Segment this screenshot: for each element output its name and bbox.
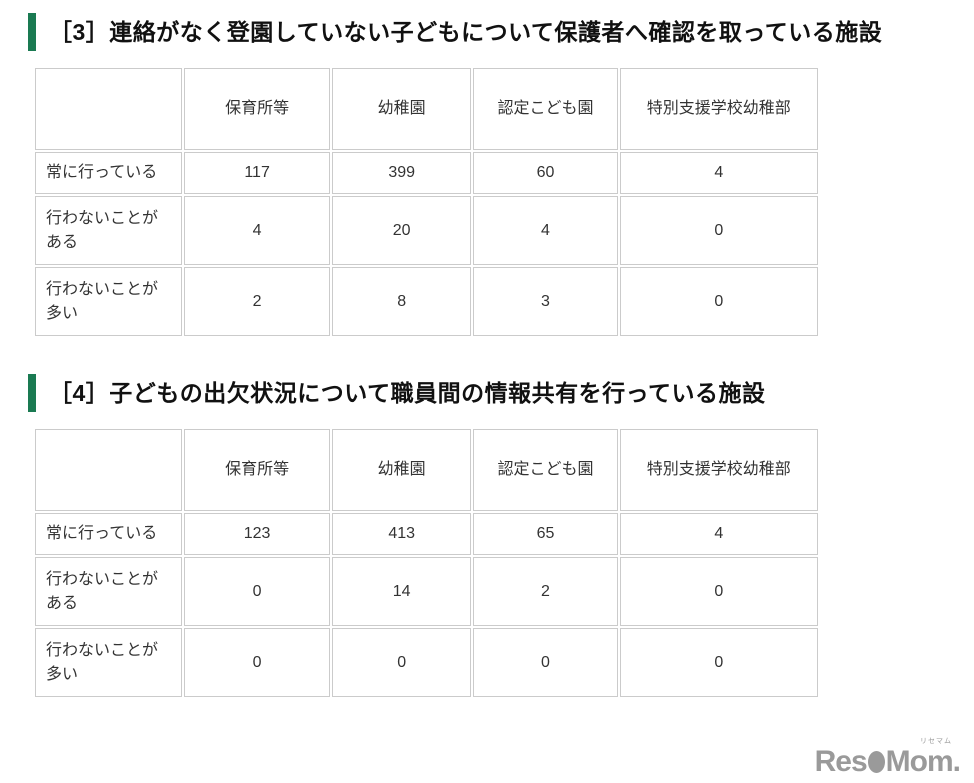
cell-value: 4	[184, 196, 330, 265]
cell-value: 20	[331, 196, 472, 265]
resemom-logo: リセマム Res Mom.	[814, 738, 961, 778]
logo-kana-text: リセマム	[920, 738, 952, 745]
row-label: 常に行っている	[35, 152, 183, 194]
row-label: 行わないことがある	[35, 557, 183, 626]
table-row: 行わないことが多い 0 0 0 0	[35, 628, 818, 697]
column-header-hoikusho: 保育所等	[184, 68, 330, 150]
table-confirmation-with-guardians: 保育所等 幼稚園 認定こども園 特別支援学校幼稚部 常に行っている 117 39…	[33, 66, 820, 338]
cell-value: 0	[473, 628, 618, 697]
table-header-row: 保育所等 幼稚園 認定こども園 特別支援学校幼稚部	[35, 429, 818, 511]
cell-value: 4	[619, 152, 818, 194]
cell-value: 14	[331, 557, 472, 626]
cell-value: 4	[619, 513, 818, 555]
cell-value: 123	[184, 513, 330, 555]
row-label: 行わないことが多い	[35, 267, 183, 336]
table-row: 常に行っている 117 399 60 4	[35, 152, 818, 194]
column-header-hoikusho: 保育所等	[184, 429, 330, 511]
cell-value: 0	[619, 196, 818, 265]
cell-value: 3	[473, 267, 618, 336]
row-label: 行わないことが多い	[35, 628, 183, 697]
cell-value: 0	[619, 557, 818, 626]
cell-value: 0	[184, 628, 330, 697]
cell-value: 0	[184, 557, 330, 626]
cell-value: 117	[184, 152, 330, 194]
cell-value: 60	[473, 152, 618, 194]
table-row: 行わないことがある 0 14 2 0	[35, 557, 818, 626]
section-heading-3-text: ［3］連絡がなく登園していない子どもについて保護者へ確認を取っている施設	[49, 19, 883, 45]
column-header-tokubetsushien: 特別支援学校幼稚部	[619, 429, 818, 511]
cell-value: 65	[473, 513, 618, 555]
cell-value: 399	[331, 152, 472, 194]
column-header-tokubetsushien: 特別支援学校幼稚部	[619, 68, 818, 150]
column-header-blank	[35, 429, 183, 511]
logo-text-mom: Mom.	[885, 745, 961, 778]
watermark-area: リセマム Res Mom.	[814, 738, 961, 778]
table-attendance-info-sharing: 保育所等 幼稚園 認定こども園 特別支援学校幼稚部 常に行っている 123 41…	[33, 427, 820, 699]
table-header-row: 保育所等 幼稚園 認定こども園 特別支援学校幼稚部	[35, 68, 818, 150]
cell-value: 0	[619, 628, 818, 697]
table-row: 行わないことがある 4 20 4 0	[35, 196, 818, 265]
row-label: 常に行っている	[35, 513, 183, 555]
section-heading-4-text: ［4］子どもの出欠状況について職員間の情報共有を行っている施設	[49, 380, 766, 406]
cell-value: 2	[184, 267, 330, 336]
section-heading-4: ［4］子どもの出欠状況について職員間の情報共有を行っている施設	[28, 374, 954, 412]
column-header-yochien: 幼稚園	[331, 429, 472, 511]
cell-value: 8	[331, 267, 472, 336]
column-header-yochien: 幼稚園	[331, 68, 472, 150]
cell-value: 0	[331, 628, 472, 697]
row-label: 行わないことがある	[35, 196, 183, 265]
column-header-kodomoen: 認定こども園	[473, 429, 618, 511]
cell-value: 2	[473, 557, 618, 626]
column-header-blank	[35, 68, 183, 150]
table-row: 常に行っている 123 413 65 4	[35, 513, 818, 555]
cell-value: 0	[619, 267, 818, 336]
logo-text-res: Res	[814, 745, 868, 778]
cell-value: 4	[473, 196, 618, 265]
section-heading-3: ［3］連絡がなく登園していない子どもについて保護者へ確認を取っている施設	[28, 13, 954, 51]
logo-egg-icon	[867, 751, 885, 773]
table-row: 行わないことが多い 2 8 3 0	[35, 267, 818, 336]
cell-value: 413	[331, 513, 472, 555]
column-header-kodomoen: 認定こども園	[473, 68, 618, 150]
